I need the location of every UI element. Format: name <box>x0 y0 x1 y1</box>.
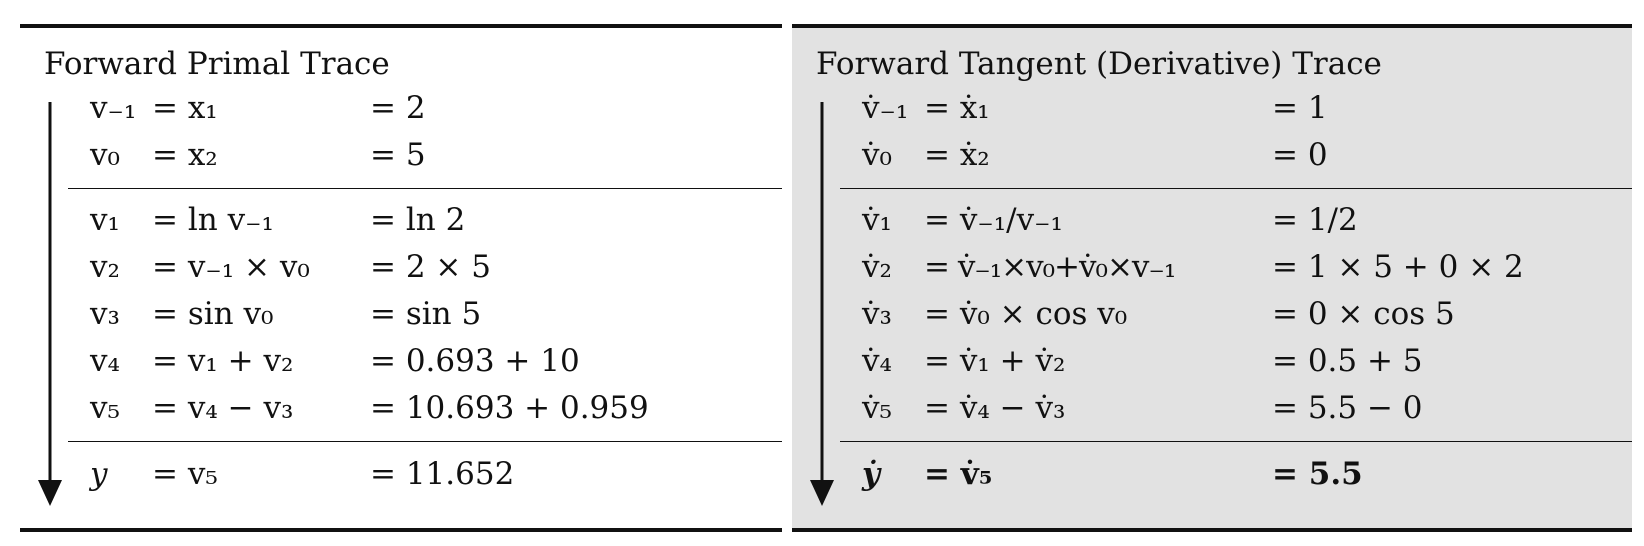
section-divider <box>68 441 782 442</box>
expression: = sin v₀ <box>152 296 274 332</box>
tangent-output-row: ẏ = v̇₅ = 5.5 <box>792 456 1632 500</box>
value: = 2 <box>370 90 426 126</box>
variable: v₀ <box>90 137 120 173</box>
value: = sin 5 <box>370 296 482 332</box>
value: = 5.5 <box>1272 456 1363 492</box>
variable: v₄ <box>90 343 120 379</box>
variable: v̇₄ <box>862 343 892 379</box>
expression: = v̇₁ + v̇₂ <box>924 343 1066 379</box>
expression: = v₋₁ × v₀ <box>152 249 310 285</box>
primal-output-row: y = v₅ = 11.652 <box>20 456 782 500</box>
variable: v̇₂ <box>862 249 892 285</box>
tangent-intermediate-row: v̇₄ = v̇₁ + v̇₂ = 0.5 + 5 <box>792 343 1632 387</box>
down-arrow-icon <box>810 102 834 506</box>
expression: = v̇₄ − v̇₃ <box>924 390 1066 426</box>
primal-intermediate-row: v₄ = v₁ + v₂ = 0.693 + 10 <box>20 343 782 387</box>
expression: = x₁ <box>152 90 218 126</box>
expression: = v₄ − v₃ <box>152 390 294 426</box>
primal-input-row: v₋₁ = x₁ = 2 <box>20 90 782 134</box>
expression: = ln v₋₁ <box>152 202 274 238</box>
variable: v̇₋₁ <box>862 90 909 126</box>
expression: = v̇₋₁×v₀+v̇₀×v₋₁ <box>924 249 1176 285</box>
forward-primal-trace-panel: Forward Primal Trace v₋₁ = x₁ = 2 v₀ = x… <box>20 24 782 532</box>
tangent-input-row: v̇₋₁ = ẋ₁ = 1 <box>792 90 1632 134</box>
primal-intermediate-row: v₃ = sin v₀ = sin 5 <box>20 296 782 340</box>
tangent-intermediate-row: v̇₂ = v̇₋₁×v₀+v̇₀×v₋₁ = 1 × 5 + 0 × 2 <box>792 249 1632 293</box>
expression: = v̇₋₁/v₋₁ <box>924 202 1063 238</box>
expression: = ẋ₂ <box>924 137 990 173</box>
expression: = v₅ <box>152 456 218 492</box>
value: = 10.693 + 0.959 <box>370 390 649 426</box>
expression: = v₁ + v₂ <box>152 343 294 379</box>
section-divider <box>68 188 782 189</box>
variable: y <box>90 456 108 492</box>
section-divider <box>840 441 1632 442</box>
value: = 0.693 + 10 <box>370 343 580 379</box>
value: = 1 × 5 + 0 × 2 <box>1272 249 1524 285</box>
primal-intermediate-row: v₅ = v₄ − v₃ = 10.693 + 0.959 <box>20 390 782 434</box>
down-arrow-icon <box>38 102 62 506</box>
tangent-intermediate-row: v̇₁ = v̇₋₁/v₋₁ = 1/2 <box>792 202 1632 246</box>
primal-intermediate-row: v₂ = v₋₁ × v₀ = 2 × 5 <box>20 249 782 293</box>
tangent-trace-title: Forward Tangent (Derivative) Trace <box>816 46 1382 82</box>
value: = ln 2 <box>370 202 466 238</box>
value: = 1 <box>1272 90 1328 126</box>
primal-intermediate-row: v₁ = ln v₋₁ = ln 2 <box>20 202 782 246</box>
value: = 11.652 <box>370 456 515 492</box>
variable: v̇₅ <box>862 390 892 426</box>
variable: v₅ <box>90 390 120 426</box>
forward-tangent-trace-panel: Forward Tangent (Derivative) Trace v̇₋₁ … <box>792 24 1632 532</box>
expression: = v̇₀ × cos v₀ <box>924 296 1128 332</box>
value: = 1/2 <box>1272 202 1358 238</box>
expression: = x₂ <box>152 137 218 173</box>
variable: v₋₁ <box>90 90 137 126</box>
expression: = ẋ₁ <box>924 90 990 126</box>
value: = 0.5 + 5 <box>1272 343 1423 379</box>
value: = 2 × 5 <box>370 249 491 285</box>
tangent-intermediate-row: v̇₃ = v̇₀ × cos v₀ = 0 × cos 5 <box>792 296 1632 340</box>
value: = 0 × cos 5 <box>1272 296 1455 332</box>
expression: = v̇₅ <box>924 456 993 492</box>
value: = 5.5 − 0 <box>1272 390 1423 426</box>
variable: ẏ <box>862 456 881 492</box>
tangent-intermediate-row: v̇₅ = v̇₄ − v̇₃ = 5.5 − 0 <box>792 390 1632 434</box>
primal-trace-title: Forward Primal Trace <box>44 46 390 82</box>
variable: v̇₁ <box>862 202 892 238</box>
variable: v₁ <box>90 202 120 238</box>
primal-input-row: v₀ = x₂ = 5 <box>20 137 782 181</box>
variable: v₂ <box>90 249 120 285</box>
variable: v̇₃ <box>862 296 892 332</box>
value: = 5 <box>370 137 426 173</box>
tangent-input-row: v̇₀ = ẋ₂ = 0 <box>792 137 1632 181</box>
section-divider <box>840 188 1632 189</box>
variable: v₃ <box>90 296 120 332</box>
variable: v̇₀ <box>862 137 892 173</box>
value: = 0 <box>1272 137 1328 173</box>
